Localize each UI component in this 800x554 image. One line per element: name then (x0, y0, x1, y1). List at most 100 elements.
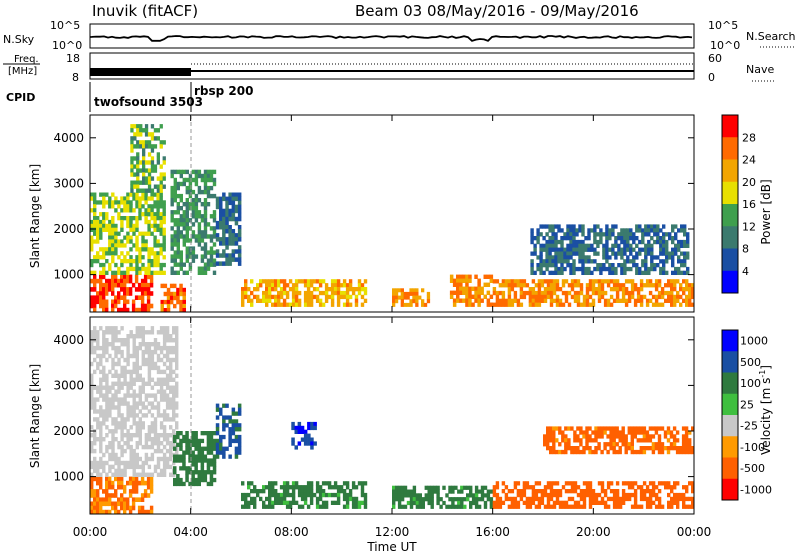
heat-cell (282, 290, 287, 296)
heat-cell (99, 291, 103, 296)
heat-cell (105, 433, 109, 438)
heat-cell (686, 270, 690, 275)
heat-cell (209, 262, 214, 267)
heat-cell (150, 472, 155, 477)
heat-cell (141, 464, 145, 470)
heat-cell (172, 385, 176, 390)
heat-cell (588, 302, 593, 307)
heat-cell (684, 442, 689, 447)
heat-cell (679, 287, 683, 292)
heat-cell (659, 236, 663, 241)
heat-cell (175, 444, 179, 450)
heat-cell (179, 442, 183, 447)
heat-cell (271, 500, 275, 505)
heat-cell (132, 342, 136, 347)
heat-cell (135, 247, 139, 252)
heat-cell (564, 438, 568, 443)
heat-cell (540, 489, 545, 494)
heat-cell (528, 290, 533, 296)
heat-cell (525, 496, 530, 502)
heat-cell (182, 242, 186, 247)
heat-cell (327, 492, 332, 498)
heat-cell (143, 303, 148, 309)
heat-cell (162, 377, 167, 382)
heat-cell (415, 288, 419, 293)
heat-cell (691, 449, 695, 455)
heat-cell (315, 489, 320, 494)
heat-cell (336, 298, 341, 303)
heat-cell (194, 177, 199, 183)
heat-cell (354, 496, 359, 502)
colorbar-tick-label: 500 (740, 356, 761, 369)
heat-cell (409, 299, 413, 304)
heat-cell (132, 405, 136, 410)
heat-cell (525, 290, 530, 296)
heat-cell (513, 294, 518, 300)
heat-cell (492, 489, 497, 494)
heat-cell (650, 263, 654, 268)
heat-cell (468, 286, 472, 291)
heat-cell (587, 247, 591, 252)
heat-cell (228, 229, 232, 234)
heat-cell (108, 497, 112, 502)
heat-cell (140, 505, 145, 511)
heat-cell (567, 283, 572, 288)
heat-cell (206, 185, 211, 191)
heat-cell (150, 456, 155, 462)
heat-cell (348, 279, 353, 284)
heat-cell (133, 124, 137, 129)
heat-cell (176, 202, 180, 207)
heat-cell (162, 413, 167, 418)
heat-cell (688, 298, 692, 303)
heat-cell (647, 243, 651, 248)
heat-cell (415, 504, 420, 509)
heat-cell (685, 302, 689, 307)
heat-cell (614, 236, 618, 241)
heat-cell (528, 287, 533, 292)
heat-cell (194, 254, 199, 259)
heat-cell (306, 294, 311, 300)
heat-cell (534, 294, 539, 300)
heat-cell (130, 124, 134, 129)
heat-cell (136, 144, 140, 149)
heat-cell (688, 283, 692, 288)
heat-cell (427, 500, 431, 506)
heat-cell (279, 290, 284, 296)
heat-cell (627, 492, 632, 498)
heat-cell (234, 216, 239, 222)
heat-cell (342, 504, 347, 509)
heat-cell (120, 365, 124, 371)
heat-cell (686, 236, 690, 241)
heat-cell (612, 496, 617, 502)
heat-cell (102, 489, 106, 494)
heat-cell (531, 287, 536, 292)
heat-cell (162, 468, 167, 474)
heat-cell (176, 181, 180, 187)
heat-cell (569, 236, 573, 241)
heat-cell (141, 243, 145, 248)
heat-cell (297, 302, 302, 307)
heat-cell (130, 128, 134, 133)
heat-cell (651, 449, 656, 455)
heat-cell (111, 505, 115, 511)
heat-cell (225, 212, 229, 218)
heat-cell (603, 504, 608, 509)
heat-cell (102, 349, 106, 355)
heat-cell (138, 365, 142, 371)
heat-cell (182, 210, 186, 215)
heat-cell (397, 504, 402, 509)
heat-cell (516, 504, 521, 509)
heat-cell (654, 426, 659, 431)
heat-cell (93, 212, 97, 217)
heat-cell (551, 247, 555, 252)
heat-cell (462, 298, 466, 303)
heat-cell (561, 302, 566, 307)
heat-cell (114, 338, 118, 343)
heat-cell (612, 430, 616, 435)
heat-cell (102, 421, 106, 426)
heat-cell (587, 259, 591, 264)
heat-cell (567, 426, 571, 431)
heat-cell (492, 279, 497, 284)
heat-cell (599, 239, 603, 245)
heat-cell (545, 251, 549, 256)
